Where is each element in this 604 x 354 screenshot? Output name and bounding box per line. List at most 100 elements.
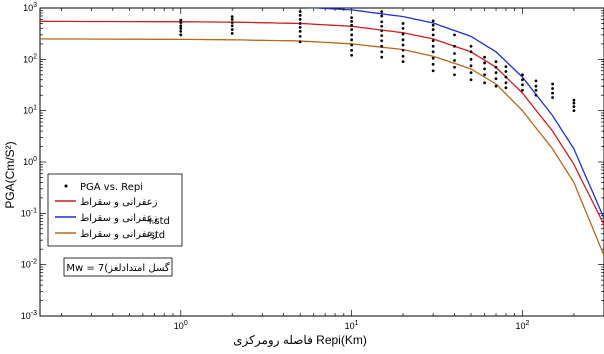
data-point — [380, 55, 384, 59]
data-point — [469, 64, 473, 68]
data-point — [350, 19, 354, 23]
data-point — [534, 84, 538, 88]
y-tick-label: 101 — [23, 105, 37, 116]
data-point — [230, 28, 234, 31]
data-point — [431, 56, 435, 60]
data-point — [380, 20, 384, 24]
data-point — [504, 81, 508, 85]
data-point — [431, 23, 435, 27]
series-line-3 — [40, 38, 604, 256]
y-tick-label: 100 — [23, 156, 37, 167]
data-point — [572, 101, 576, 105]
y-tick-label: 103 — [23, 2, 37, 13]
data-point — [431, 69, 435, 73]
data-point — [453, 33, 456, 37]
data-point — [469, 50, 473, 54]
data-point — [494, 77, 498, 81]
data-point — [179, 24, 183, 28]
data-point — [401, 43, 405, 47]
data-point — [380, 14, 384, 18]
data-point — [453, 52, 456, 55]
data-point — [453, 65, 456, 69]
y-tick-label: 10-3 — [21, 310, 37, 321]
data-point — [298, 40, 302, 44]
data-point — [230, 17, 234, 21]
data-point — [431, 62, 435, 66]
data-point — [431, 19, 435, 23]
data-point — [350, 33, 354, 37]
data-point — [401, 48, 405, 52]
data-point — [350, 16, 354, 20]
data-point — [401, 38, 405, 42]
data-point — [453, 44, 456, 48]
data-point — [380, 24, 384, 28]
data-point — [350, 38, 354, 42]
data-point — [504, 70, 508, 73]
data-point — [350, 43, 354, 47]
data-point — [534, 93, 538, 97]
data-point — [179, 21, 183, 24]
data-point — [469, 71, 473, 75]
x-tick-labels: 100 101 102 — [174, 320, 530, 331]
data-point — [572, 98, 576, 102]
data-point — [483, 61, 486, 65]
data-point — [521, 88, 524, 92]
x-axis-title: فاصله رومرکزی Repi(Km) — [233, 333, 367, 347]
data-point — [521, 83, 524, 87]
data-point — [179, 18, 183, 22]
x-tick-label: 101 — [345, 320, 359, 331]
data-point — [453, 59, 456, 62]
data-point — [401, 27, 405, 30]
data-point — [401, 32, 405, 36]
data-point — [380, 34, 384, 37]
legend-box — [47, 173, 183, 247]
legend-suffix-blue: +std — [146, 216, 170, 227]
data-point — [179, 33, 183, 37]
data-point — [572, 105, 576, 109]
data-point — [298, 10, 302, 14]
data-point — [179, 30, 183, 33]
data-point — [401, 60, 405, 64]
data-point — [504, 65, 508, 69]
data-point — [469, 57, 473, 61]
data-point — [401, 54, 405, 58]
data-point — [298, 34, 302, 38]
data-point — [572, 109, 576, 113]
data-point — [534, 88, 538, 92]
data-point — [350, 48, 354, 52]
data-point — [431, 50, 435, 54]
series-line-2 — [304, 8, 604, 219]
data-point — [401, 22, 405, 25]
y-tick-label: 10-2 — [21, 259, 37, 270]
data-point — [453, 73, 456, 77]
scatter-points — [179, 10, 576, 113]
data-point — [298, 30, 302, 33]
data-point — [483, 81, 486, 85]
data-point — [298, 13, 302, 17]
y-tick-labels: 10-3 10-2 10-1 100 101 102 103 — [21, 2, 37, 321]
data-point — [551, 87, 554, 90]
y-tick-label: 102 — [23, 53, 37, 64]
data-point — [350, 23, 354, 27]
data-point — [380, 10, 384, 14]
data-point — [230, 32, 234, 35]
data-point — [494, 84, 498, 88]
data-point — [483, 55, 486, 59]
data-point — [494, 60, 498, 64]
data-point — [298, 25, 302, 29]
data-point — [230, 15, 234, 18]
data-point — [469, 44, 473, 48]
data-point — [551, 96, 554, 99]
data-point — [551, 91, 554, 95]
x-tick-label: 102 — [516, 320, 530, 331]
y-tick-label: 10-1 — [21, 207, 37, 218]
data-point — [431, 39, 435, 43]
data-point — [380, 44, 384, 48]
legend-label-red: زعفرانی و سقراط — [80, 197, 158, 208]
data-point — [230, 21, 234, 24]
data-point — [483, 67, 486, 71]
y-axis-title: PGA(Cm/S²) — [3, 141, 17, 208]
data-point — [534, 79, 538, 83]
data-point — [494, 65, 498, 69]
